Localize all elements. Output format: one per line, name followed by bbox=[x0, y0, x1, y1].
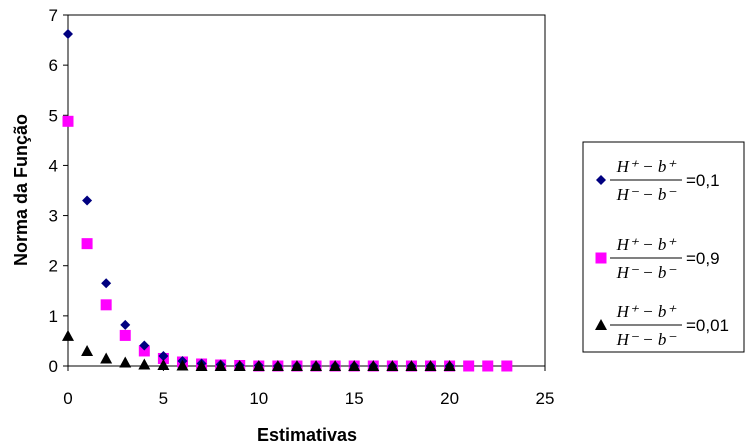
data-point-triangle bbox=[443, 360, 456, 371]
legend: H⁺ − b⁺H⁻ − b⁻=0,1H⁺ − b⁺H⁻ − b⁻=0,9H⁺ −… bbox=[582, 141, 745, 353]
data-point-triangle bbox=[310, 360, 323, 371]
legend-marker-diamond bbox=[596, 175, 606, 185]
legend-denominator: H⁻ − b⁻ bbox=[616, 330, 678, 349]
data-point-diamond bbox=[120, 319, 131, 330]
legend-entry-square: H⁺ − b⁺ H⁻ − b⁻ =0,9 bbox=[595, 235, 720, 282]
y-tick-label: 1 bbox=[49, 307, 58, 326]
data-point-triangle bbox=[329, 360, 342, 371]
y-tick-label: 2 bbox=[49, 257, 58, 276]
legend-denominator: H⁻ − b⁻ bbox=[616, 263, 678, 282]
y-axis-title: Norma da Função bbox=[11, 114, 31, 266]
data-point-triangle bbox=[62, 329, 74, 341]
legend-box bbox=[582, 141, 745, 353]
data-point-triangle bbox=[367, 360, 380, 371]
data-point-diamond bbox=[158, 350, 169, 361]
legend-value: =0,1 bbox=[686, 171, 720, 190]
legend-value: =0,01 bbox=[686, 316, 729, 335]
data-point-diamond bbox=[82, 195, 93, 206]
series-square bbox=[62, 115, 513, 372]
x-tick-label: 5 bbox=[159, 389, 168, 408]
data-point-triangle bbox=[424, 360, 437, 371]
legend-entry-triangle: H⁺ − b⁺ H⁻ − b⁻ =0,01 bbox=[595, 302, 729, 349]
legend-marker-triangle bbox=[595, 319, 607, 330]
data-point-square bbox=[463, 360, 475, 372]
data-point-triangle bbox=[405, 360, 418, 371]
plot-border bbox=[67, 14, 546, 367]
data-point-square bbox=[62, 115, 74, 127]
data-point-triangle bbox=[81, 344, 94, 356]
data-point-triangle bbox=[157, 358, 170, 370]
data-point-square bbox=[119, 329, 131, 341]
data-point-triangle bbox=[271, 360, 284, 371]
data-point-square bbox=[482, 360, 494, 372]
x-tick-label: 20 bbox=[440, 389, 459, 408]
data-point-triangle bbox=[100, 352, 113, 364]
legend-entry-diamond: H⁺ − b⁺ H⁻ − b⁻ =0,1 bbox=[596, 157, 720, 204]
plot-area bbox=[67, 14, 546, 367]
x-axis-title: Estimativas bbox=[257, 425, 357, 445]
data-point-triangle bbox=[176, 359, 189, 371]
x-tick-label: 25 bbox=[536, 389, 555, 408]
data-point-triangle bbox=[252, 360, 265, 371]
data-point-triangle bbox=[119, 356, 132, 368]
legend-denominator: H⁻ − b⁻ bbox=[616, 185, 678, 204]
x-axis: 0 5 10 15 20 25 bbox=[63, 366, 554, 408]
legend-value: =0,9 bbox=[686, 249, 720, 268]
x-tick-label: 0 bbox=[63, 389, 72, 408]
y-tick-label: 7 bbox=[49, 6, 58, 25]
legend-marker-square bbox=[595, 252, 607, 264]
data-point-triangle bbox=[386, 360, 399, 371]
data-point-square bbox=[100, 299, 112, 311]
y-tick-label: 3 bbox=[49, 207, 58, 226]
data-point-triangle bbox=[348, 360, 361, 371]
data-point-diamond bbox=[139, 340, 150, 351]
series-diamond bbox=[63, 29, 455, 371]
x-tick-label: 15 bbox=[345, 389, 364, 408]
y-tick-label: 5 bbox=[49, 106, 58, 125]
data-point-square bbox=[138, 345, 150, 357]
data-point-triangle bbox=[233, 360, 246, 371]
y-tick-label: 6 bbox=[49, 56, 58, 75]
data-point-square bbox=[501, 360, 513, 372]
data-point-triangle bbox=[195, 360, 208, 371]
y-axis: 0 1 2 3 4 5 6 7 bbox=[49, 6, 68, 376]
y-tick-label: 4 bbox=[49, 156, 58, 175]
legend-numerator: H⁺ − b⁺ bbox=[616, 302, 678, 321]
data-point-triangle bbox=[214, 360, 227, 371]
x-tick-label: 10 bbox=[249, 389, 268, 408]
data-point-diamond bbox=[63, 29, 73, 40]
series-triangle bbox=[62, 329, 456, 371]
data-points bbox=[62, 29, 513, 372]
legend-numerator: H⁺ − b⁺ bbox=[616, 157, 678, 176]
y-tick-label: 0 bbox=[49, 357, 58, 376]
legend-numerator: H⁺ − b⁺ bbox=[616, 235, 678, 254]
data-point-triangle bbox=[138, 358, 151, 370]
data-point-triangle bbox=[290, 360, 303, 371]
data-point-diamond bbox=[101, 278, 112, 289]
data-point-square bbox=[81, 238, 93, 250]
